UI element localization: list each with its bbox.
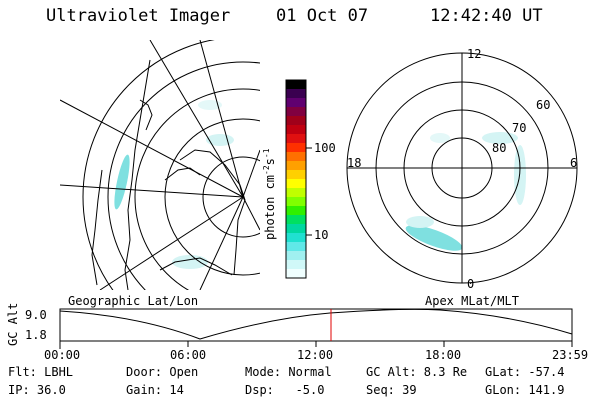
status-mode: Mode: Normal	[245, 365, 332, 379]
aurora-patch	[406, 216, 434, 228]
aurora-patch	[198, 100, 222, 110]
color-scale-segment	[286, 152, 306, 162]
color-scale-segment	[286, 125, 306, 135]
color-scale-segment	[286, 179, 306, 189]
timeline-tick-label: 06:00	[170, 348, 207, 362]
timeline-tick-label: 12:00	[297, 348, 334, 362]
timeline-tick-label: 23:59	[552, 348, 589, 362]
right-map-caption: Apex MLat/MLT	[425, 294, 519, 308]
meridian-line	[199, 196, 244, 290]
coastline	[159, 257, 233, 276]
meridian-line	[149, 40, 244, 198]
status-seq: Seq: 39	[366, 383, 417, 397]
mlt-label-12: 12	[467, 47, 482, 61]
mlt-label-18: 18	[347, 156, 362, 170]
mlt-label-0: 0	[467, 277, 475, 291]
meridian-line	[199, 40, 244, 198]
meridian-line	[60, 99, 244, 198]
color-scale-segment	[286, 107, 306, 117]
color-scale-segment	[286, 251, 306, 261]
timeline-y-bottom: 1.8	[25, 328, 47, 342]
coastline	[139, 99, 153, 131]
mlt-label-6: 6	[570, 156, 578, 170]
color-scale-gradient	[286, 80, 306, 279]
meridian-line	[99, 196, 244, 290]
time-label: 12:42:40 UT	[430, 6, 543, 26]
color-scale-frame	[285, 79, 307, 279]
color-scale-tick-label: 10	[314, 228, 329, 242]
latitude-circle	[202, 156, 260, 238]
color-scale-segment	[286, 206, 306, 216]
timeline-y-top: 9.0	[25, 308, 47, 322]
status-glat: GLat: -57.4	[485, 365, 565, 379]
instrument-title: Ultraviolet Imager	[46, 6, 231, 26]
coastline	[124, 59, 151, 290]
mlat-label-80: 80	[492, 141, 507, 155]
aurora-patch	[114, 154, 130, 210]
coastline	[164, 167, 201, 181]
color-scale-segment	[286, 89, 306, 99]
coastline	[179, 149, 246, 276]
aurora-patch	[405, 225, 463, 251]
latitude-circle	[107, 61, 260, 290]
aurora-patch	[482, 132, 518, 144]
status-filter: Flt: LBHL	[8, 365, 74, 379]
color-scale-segment	[286, 197, 306, 207]
mlat-label-60: 60	[536, 98, 551, 112]
mlat-label-70: 70	[512, 121, 527, 135]
meridian-line	[60, 184, 244, 198]
color-scale-segment	[286, 224, 306, 234]
status-door: Door: Open	[126, 365, 199, 379]
status-gc-alt: GC Alt: 8.3 Re	[366, 365, 468, 379]
color-scale-segment	[286, 134, 306, 144]
latitude-circle	[164, 118, 260, 276]
date-label: 01 Oct 07	[276, 6, 369, 26]
aurora-patch	[430, 133, 450, 143]
status-ip: IP: 36.0	[8, 383, 66, 397]
color-scale-segment	[286, 143, 306, 153]
status-glon: GLon: 141.9	[485, 383, 565, 397]
color-scale-segment	[286, 215, 306, 225]
color-scale-segment	[286, 161, 306, 171]
timeline-tick-label: 18:00	[425, 348, 462, 362]
timeline-axis-label: GC Alt	[6, 302, 20, 346]
color-scale-segment	[286, 80, 306, 90]
timeline-tick-label: 00:00	[44, 348, 81, 362]
status-dsp: Dsp: -5.0	[245, 383, 325, 397]
color-scale-segment	[286, 242, 306, 252]
color-scale-tick-label: 100	[314, 141, 336, 155]
color-scale-segment	[286, 269, 306, 279]
color-scale-segment	[286, 233, 306, 243]
meridian-line	[242, 149, 260, 198]
coastline	[91, 169, 103, 286]
color-scale-segment	[286, 170, 306, 180]
color-scale-segment	[286, 188, 306, 198]
color-scale-segment	[286, 260, 306, 270]
left-map-caption: Geographic Lat/Lon	[68, 294, 199, 308]
altitude-curve	[59, 308, 573, 340]
color-scale-segment	[286, 116, 306, 126]
latitude-circle	[82, 40, 215, 290]
meridian-line	[242, 196, 260, 231]
timeline-frame	[59, 308, 573, 342]
latitude-circle	[134, 88, 260, 290]
status-gain: Gain: 14	[126, 383, 184, 397]
color-scale-segment	[286, 98, 306, 108]
